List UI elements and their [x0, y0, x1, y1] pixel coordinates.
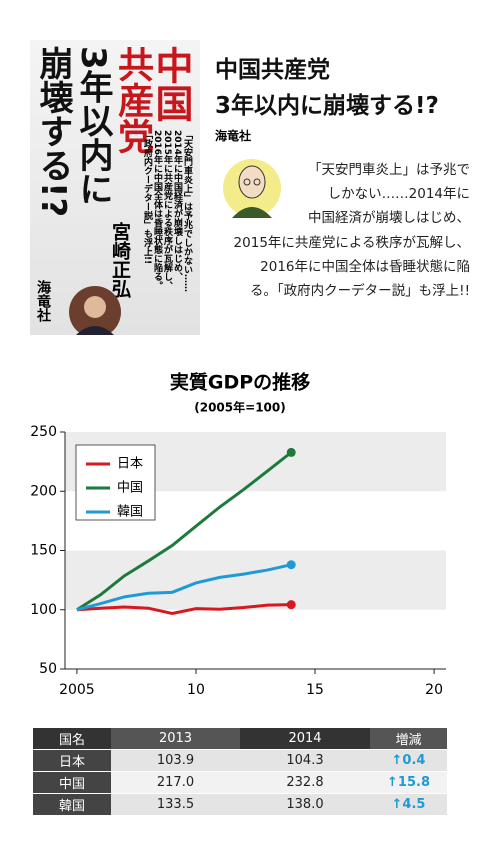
table-cell: 104.3	[240, 749, 370, 772]
book-title: 中国共産党	[215, 57, 330, 83]
header-cell: 増減	[370, 728, 447, 750]
series-line	[76, 603, 292, 615]
legend-label: 日本	[117, 457, 143, 472]
description-line: 「天安門車炎上」は予兆で	[308, 162, 470, 178]
header-cell: 2013	[111, 728, 240, 750]
author-illustration	[223, 159, 281, 218]
cover-title: 共産党	[112, 46, 153, 154]
y-tick-label: 250	[30, 424, 57, 440]
row-header: 日本	[33, 749, 111, 772]
chart: 実質GDPの推移 (2005年=100) 50 100 150 200 250 2005 1…	[30, 371, 446, 698]
header-cell: 国名	[33, 728, 111, 750]
series-line	[76, 563, 292, 612]
x-tick-label: 15	[306, 682, 324, 698]
table-row: 中国 217.0 232.8 ↑15.8	[33, 771, 447, 794]
table-cell: ↑0.4	[370, 749, 447, 772]
x-tick-label: 10	[187, 682, 205, 698]
book-title: 3年以内に崩壊する!?	[215, 93, 439, 119]
cover-title: 3年以内に	[73, 46, 113, 206]
cover-title: 中国	[149, 46, 193, 122]
y-tick-label: 100	[30, 602, 57, 618]
cover-blurb: 2014年に中国経済が崩壊しはじめ、	[172, 130, 182, 282]
cover-portrait	[69, 286, 121, 335]
table-cell: ↑4.5	[370, 793, 447, 816]
legend-label: 中国	[117, 481, 143, 496]
row-header: 韓国	[33, 793, 111, 816]
table-row: 韓国 133.5 138.0 ↑4.5	[33, 793, 447, 816]
cover-author: 宮崎正弘	[109, 222, 131, 298]
end-point	[286, 600, 296, 610]
description-line: 中国経済が崩壊しはじめ、	[308, 210, 470, 226]
y-tick-label: 200	[30, 483, 57, 499]
book-cover: 中国 共産党 3年以内に 崩壊する!? 「天安門車炎上」は予兆でしかない…… 2…	[30, 40, 200, 335]
table-cell: 232.8	[240, 771, 370, 794]
y-tick-label: 150	[30, 543, 57, 559]
y-tick-label: 50	[39, 661, 57, 677]
cover-title: 崩壊する!?	[33, 46, 73, 218]
cover-publisher: 海竜社	[35, 280, 51, 322]
cover-blurb: 2016年に中国全体は昏睡状態に陥る。	[152, 130, 162, 291]
table-cell: ↑15.8	[370, 771, 447, 794]
description-line: 2015年に共産党による秩序が瓦解し、	[233, 235, 470, 251]
cover-blurb: 「政府内クーデター説」も浮上!!	[142, 130, 152, 265]
row-header: 中国	[33, 771, 111, 794]
description-line: しかない……2014年に	[327, 186, 470, 202]
end-point	[286, 560, 296, 570]
publisher: 海竜社	[215, 129, 252, 143]
table-cell: 133.5	[111, 793, 240, 816]
x-tick-label: 20	[425, 682, 443, 698]
header-cell: 2014	[240, 728, 370, 750]
table-cell: 103.9	[111, 749, 240, 772]
table-row: 日本 103.9 104.3 ↑0.4	[33, 749, 447, 772]
series-line	[76, 451, 293, 612]
cover-blurb: 2015年に共産党による秩序が瓦解し、	[162, 130, 172, 291]
table-cell: 217.0	[111, 771, 240, 794]
data-table: 国名 2013 2014 増減 日本 103.9 104.3 ↑0.4 中国 217.0 232.8…	[33, 728, 447, 816]
chart-subtitle: (2005年=100)	[194, 400, 285, 415]
legend-label: 韓国	[117, 505, 143, 520]
description-line: る。「政府内クーデター説」も浮上!!	[249, 283, 470, 299]
description-line: 2016年に中国全体は昏睡状態に陥	[260, 259, 470, 275]
legend-box	[75, 444, 156, 521]
header-row: 国名 2013 2014 増減	[33, 728, 447, 750]
cover-blurb: 「天安門車炎上」は予兆でしかない……	[182, 130, 192, 292]
table-cell: 138.0	[240, 793, 370, 816]
chart-title: 実質GDPの推移	[170, 371, 310, 394]
end-point	[286, 447, 296, 457]
x-tick-label: 2005	[59, 682, 95, 698]
grid-band	[65, 550, 446, 610]
